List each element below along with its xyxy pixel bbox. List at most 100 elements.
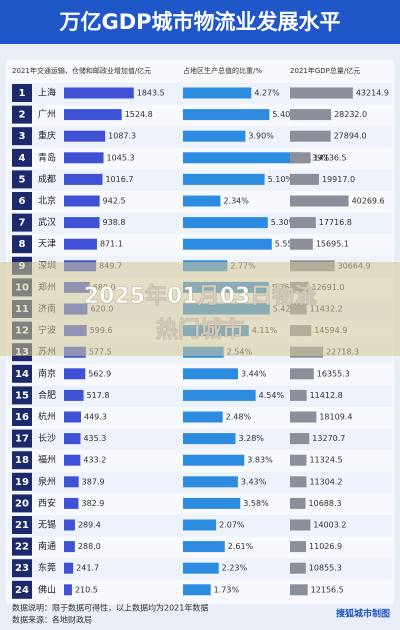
bar (64, 476, 79, 488)
value-label: 27894.0 (334, 132, 367, 141)
city: 泉州 (38, 475, 56, 487)
value-label: 5.30% (271, 218, 297, 227)
bar (64, 173, 103, 185)
bar (64, 454, 81, 466)
value-label: 289.4 (78, 521, 101, 530)
bar (290, 152, 311, 164)
city: 东莞 (38, 562, 56, 574)
rank: 22 (15, 542, 29, 553)
bar (290, 433, 310, 445)
rank: 24 (15, 585, 29, 596)
rank: 15 (15, 390, 29, 401)
rank: 6 (19, 196, 26, 207)
bar (290, 584, 308, 596)
bar (64, 433, 81, 445)
value-label: 435.3 (83, 434, 106, 443)
rank: 19 (15, 477, 29, 488)
city: 北京 (38, 195, 56, 207)
value-label: 43214.9 (356, 89, 389, 98)
value-label: 1524.8 (125, 110, 153, 119)
bar (64, 389, 84, 401)
city: 广州 (38, 108, 56, 120)
value-label: 5.10% (268, 175, 294, 184)
footer-credit: 搜狐城市制图 (336, 608, 390, 620)
value-label: 942.5 (103, 197, 126, 206)
bar (64, 584, 72, 596)
value-label: 17716.8 (319, 218, 352, 227)
rank-box (12, 235, 32, 254)
column-header: 占地区生产总值的比重/% (183, 66, 262, 75)
bar (290, 238, 313, 250)
value-label: 562.9 (88, 369, 111, 378)
rank: 8 (19, 239, 26, 250)
bar (183, 368, 239, 380)
value-label: 14003.2 (313, 521, 346, 530)
rank: 23 (15, 563, 29, 574)
value-label: 11412.8 (310, 391, 343, 400)
city: 成都 (38, 173, 56, 185)
rank: 5 (19, 174, 26, 185)
bar (183, 173, 265, 185)
bar (64, 195, 100, 207)
rank-box (12, 364, 32, 383)
value-label: 241.7 (76, 564, 99, 573)
rank: 2 (19, 110, 26, 121)
overlay-text: 热门城市 (156, 317, 244, 343)
rank-box (12, 213, 32, 232)
value-label: 288.0 (78, 542, 101, 551)
city: 合肥 (38, 389, 56, 401)
rank: 16 (15, 412, 29, 423)
rows: 2021年交通运输、仓储和邮政业增加值/亿元 占地区生产总值的比重/% 2021年G… (8, 66, 392, 599)
city: 长沙 (38, 432, 56, 444)
value-label: 2.34% (223, 197, 249, 206)
city: 杭州 (38, 411, 56, 423)
value-label: 3.90% (248, 132, 274, 141)
value-label: 13270.7 (312, 434, 345, 443)
city: 福州 (38, 454, 56, 466)
bar (64, 109, 122, 121)
value-label: 210.5 (75, 585, 98, 594)
bar (183, 541, 225, 553)
value-label: 938.8 (103, 218, 126, 227)
bar (183, 217, 268, 229)
city: 西安 (38, 497, 56, 509)
city: 佛山 (38, 583, 56, 595)
value-label: 3.44% (241, 369, 267, 378)
value-label: 3.43% (241, 477, 267, 486)
bar (183, 584, 211, 596)
bar (64, 87, 134, 99)
city: 无锡 (38, 520, 56, 531)
title-banner (0, 0, 400, 44)
city: 重庆 (38, 130, 56, 142)
rank-box (12, 192, 32, 210)
rank-box (12, 105, 32, 124)
value-label: 10688.3 (309, 499, 342, 508)
value-label: 433.2 (83, 456, 106, 465)
value-label: 3.28% (238, 434, 264, 443)
rank: 14 (15, 369, 29, 380)
value-label: 2.48% (226, 413, 252, 422)
rank: 18 (15, 455, 29, 466)
bar (290, 541, 307, 553)
value-label: 4.27% (254, 89, 280, 98)
rank: 4 (19, 153, 26, 164)
bar (290, 368, 314, 380)
bar (183, 109, 270, 121)
value-label: 19917.0 (322, 175, 355, 184)
bar (290, 519, 311, 531)
bar (290, 411, 317, 423)
bar (64, 238, 97, 250)
bar (64, 217, 100, 229)
value-label: 871.1 (100, 240, 123, 249)
bar (290, 476, 307, 488)
rank-box (12, 429, 32, 448)
value-label: 5.55% (275, 240, 301, 249)
bar (64, 130, 106, 142)
rank-box (12, 148, 32, 167)
bar (290, 562, 306, 574)
rank-box (12, 127, 32, 146)
bar (183, 476, 238, 488)
value-label: 2.23% (222, 564, 248, 573)
value-label: 1087.3 (108, 132, 136, 141)
bar (290, 454, 307, 466)
